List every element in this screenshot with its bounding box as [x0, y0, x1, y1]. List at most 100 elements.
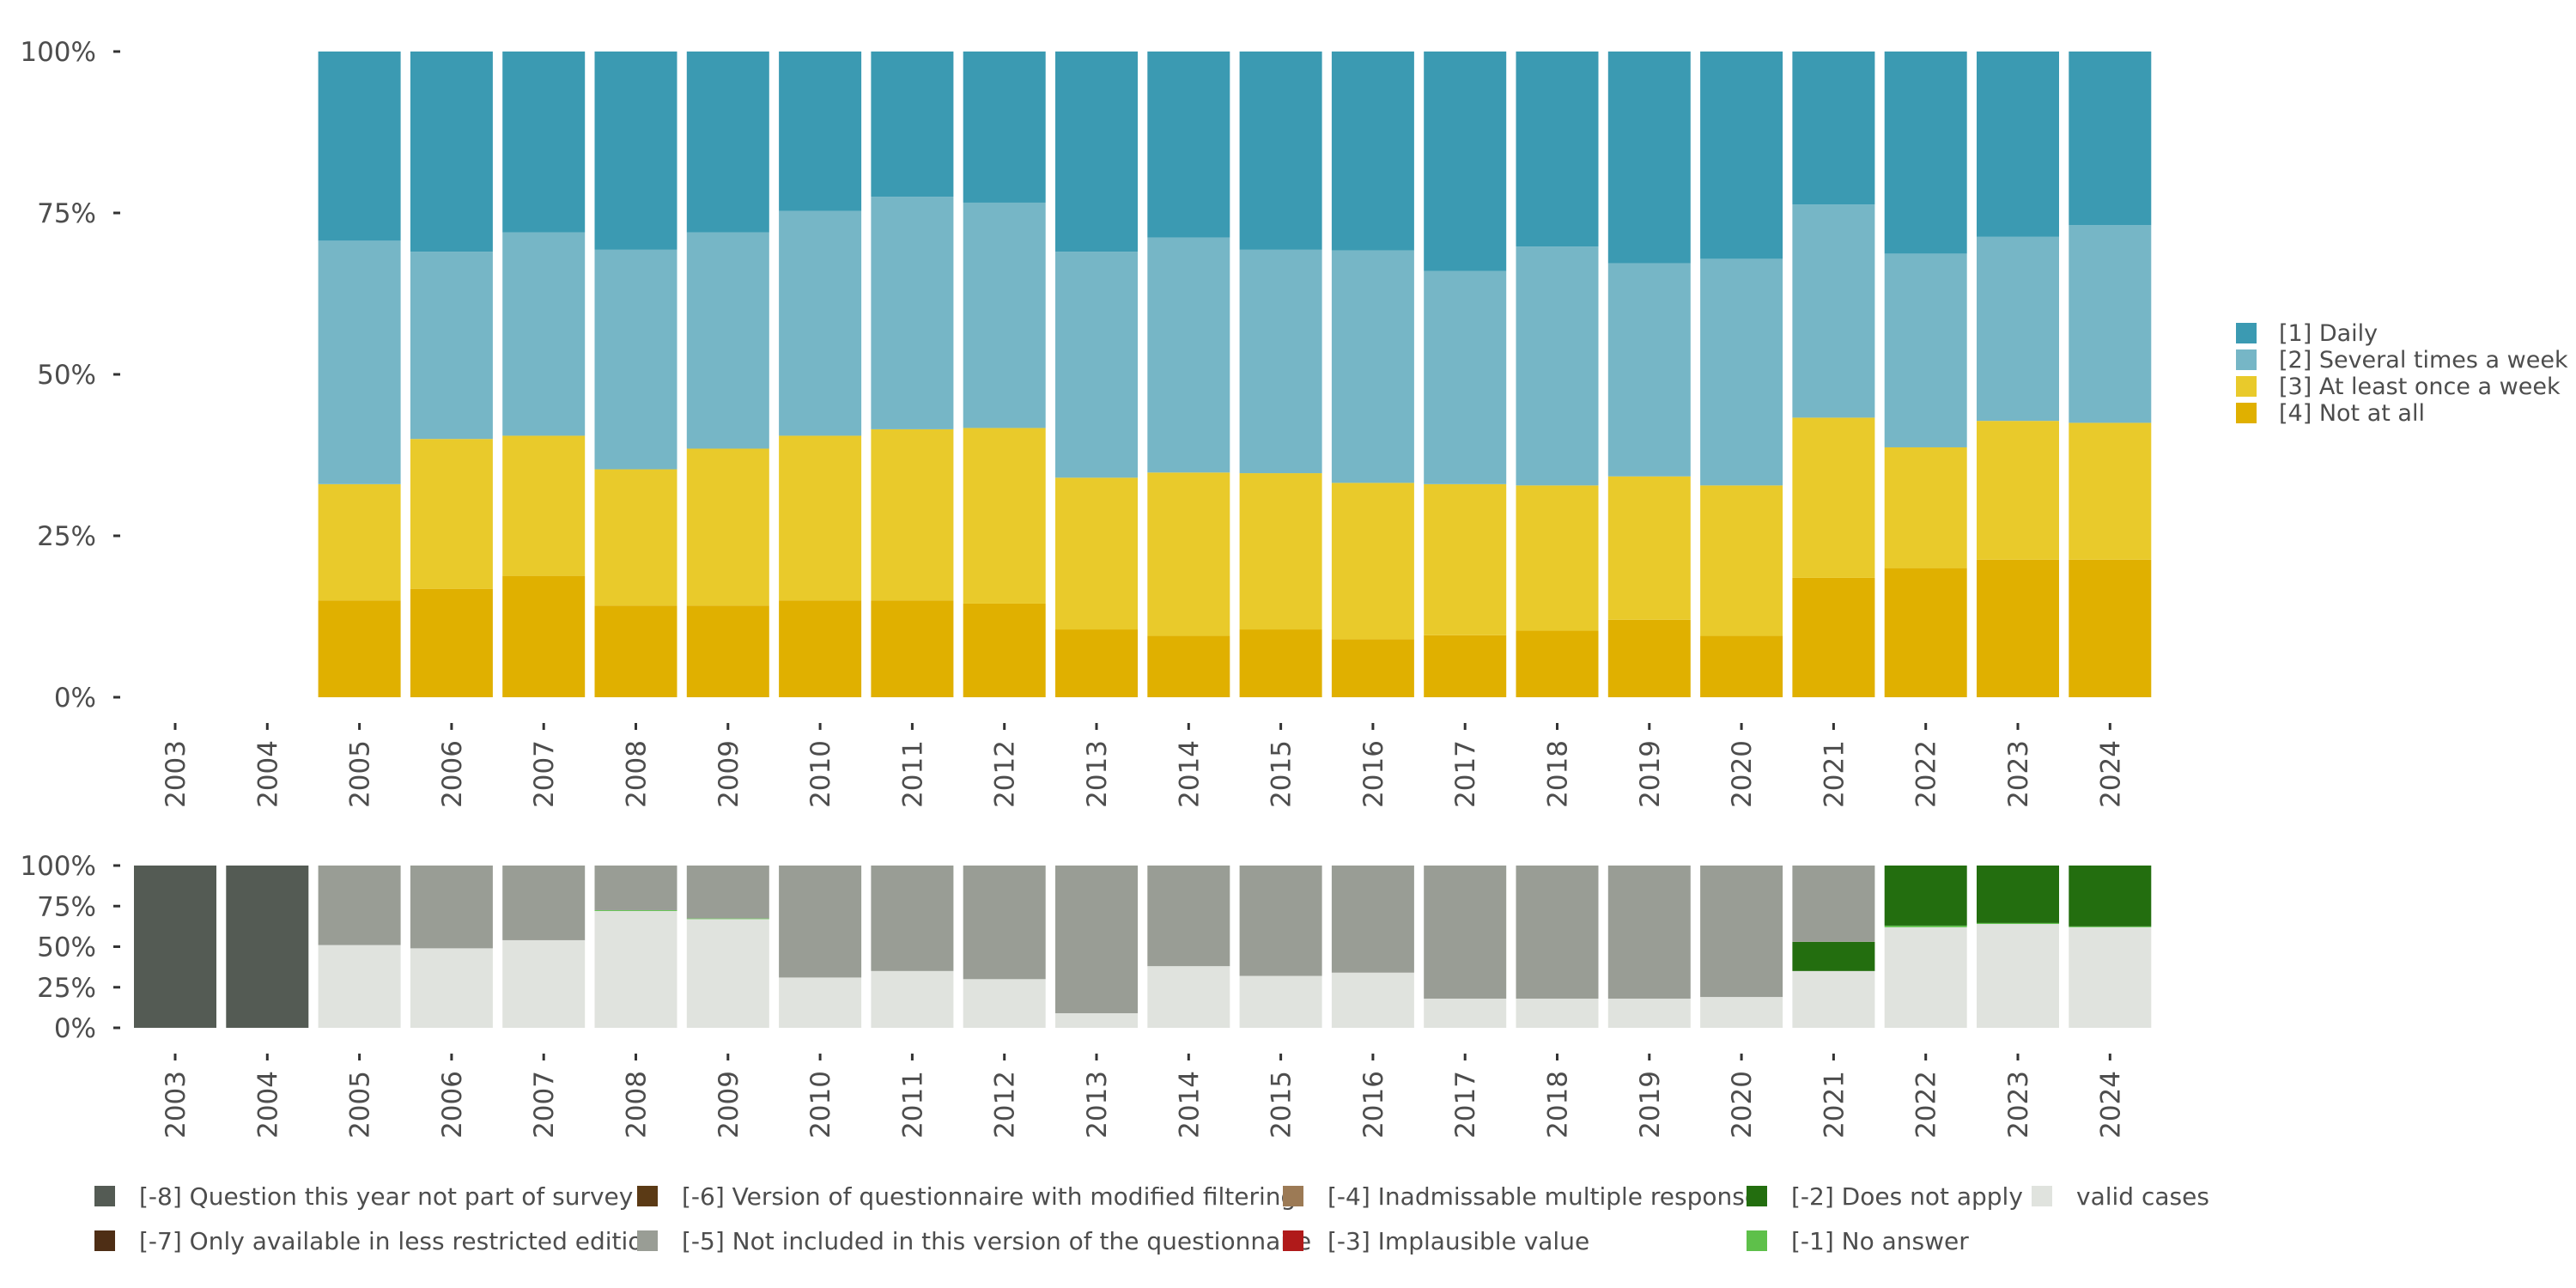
bar-5-not-included-in-this-version-of-the-questionnaire-2019 [1607, 866, 1691, 999]
x-tick-label-2019: 2019 [1635, 740, 1666, 808]
bar-2-several-times-a-week-2019 [1607, 263, 1691, 477]
bar-1-no-answer-2008 [594, 909, 677, 911]
y-tick-label: 0% [54, 683, 96, 714]
bar-3-at-least-once-a-week-2009 [686, 448, 769, 606]
x-tick-label-2024: 2024 [2095, 1071, 2126, 1139]
bar-valid-cases-2018 [1516, 998, 1599, 1028]
bar-1-daily-2009 [686, 52, 769, 233]
x-tick-label-2004: 2004 [252, 740, 283, 808]
x-tick-label-2020: 2020 [1727, 740, 1758, 808]
bar-4-not-at-all-2016 [1331, 639, 1414, 697]
bar-2-does-not-apply-2023 [1977, 866, 2059, 923]
bar-5-not-included-in-this-version-of-the-questionnaire-2007 [502, 866, 586, 940]
bar-4-not-at-all-2008 [594, 605, 677, 697]
bar-2-several-times-a-week-2008 [594, 249, 677, 470]
bar-5-not-included-in-this-version-of-the-questionnaire-2006 [410, 866, 493, 949]
bar-5-not-included-in-this-version-of-the-questionnaire-2013 [1055, 866, 1138, 1013]
bar-valid-cases-2023 [1977, 924, 2059, 1028]
bar-3-at-least-once-a-week-2014 [1147, 472, 1230, 636]
bar-1-daily-2012 [963, 52, 1046, 203]
bar-5-not-included-in-this-version-of-the-questionnaire-2012 [963, 866, 1046, 980]
legend-swatch-valid-cases [2032, 1186, 2052, 1206]
bar-3-at-least-once-a-week-2016 [1331, 483, 1414, 640]
bar-4-not-at-all-2019 [1607, 619, 1691, 697]
bar-4-not-at-all-2021 [1792, 577, 1875, 697]
bar-4-not-at-all-2017 [1424, 635, 1507, 697]
bar-3-at-least-once-a-week-2008 [594, 469, 677, 606]
x-tick-label-2007: 2007 [529, 1071, 560, 1139]
legend-label-5-not-included-in-this-version-of-the-questionnaire: [-5] Not included in this version of the… [682, 1227, 1311, 1255]
legend-swatch-4-not-at-all [2236, 403, 2257, 423]
bar-4-not-at-all-2024 [2069, 559, 2152, 697]
bar-valid-cases-2019 [1607, 998, 1691, 1028]
bar-1-daily-2013 [1055, 52, 1138, 252]
bar-3-at-least-once-a-week-2023 [1977, 421, 2059, 560]
legend-swatch-2-several-times-a-week [2236, 349, 2257, 370]
bar-2-several-times-a-week-2021 [1792, 204, 1875, 418]
bar-5-not-included-in-this-version-of-the-questionnaire-2011 [871, 866, 954, 971]
bar-3-at-least-once-a-week-2012 [963, 428, 1046, 604]
bar-valid-cases-2009 [686, 919, 769, 1028]
legend-label-3-implausible-value: [-3] Implausible value [1327, 1227, 1589, 1255]
bar-4-not-at-all-2015 [1239, 629, 1322, 697]
bar-2-several-times-a-week-2013 [1055, 252, 1138, 478]
bar-1-daily-2011 [871, 52, 954, 197]
bar-2-several-times-a-week-2014 [1147, 237, 1230, 473]
bar-5-not-included-in-this-version-of-the-questionnaire-2009 [686, 866, 769, 919]
legend-label-1-daily: [1] Daily [2279, 320, 2378, 347]
bar-1-daily-2010 [779, 52, 862, 211]
bar-1-daily-2024 [2069, 52, 2152, 226]
legend-label-1-no-answer: [-1] No answer [1791, 1227, 1969, 1255]
chart-panel-missing: 0% 25% 50% 75% 100% 2003 2004 2005 2006 2007 2008 2… [20, 851, 2209, 1255]
bar-1-no-answer-2022 [1884, 925, 1967, 927]
x-tick-label-2017: 2017 [1450, 740, 1481, 808]
legend-label-2-several-times-a-week: [2] Several times a week [2279, 347, 2568, 374]
bar-1-daily-2018 [1516, 52, 1599, 247]
bar-4-not-at-all-2018 [1516, 630, 1599, 697]
y-tick-label: 25% [37, 973, 96, 1004]
x-tick-label-2024: 2024 [2095, 740, 2126, 808]
bar-3-at-least-once-a-week-2015 [1239, 473, 1322, 630]
bar-valid-cases-2007 [502, 939, 586, 1028]
bar-5-not-included-in-this-version-of-the-questionnaire-2008 [594, 866, 677, 910]
x-tick-label-2003: 2003 [161, 1071, 191, 1139]
x-tick-label-2013: 2013 [1082, 1071, 1113, 1139]
legend-swatch-7-only-available-in-less-restricted-edition [94, 1230, 115, 1251]
x-tick-label-2018: 2018 [1543, 740, 1574, 808]
bar-valid-cases-2005 [318, 945, 401, 1028]
y-tick-label: 100% [20, 851, 96, 882]
legend-main: [1] Daily[2] Several times a week[3] At … [2236, 320, 2568, 427]
y-tick-label: 50% [37, 933, 96, 963]
bar-2-several-times-a-week-2006 [410, 252, 493, 440]
x-tick-label-2022: 2022 [1911, 1071, 1942, 1139]
x-tick-label-2005: 2005 [345, 1071, 376, 1139]
bar-1-daily-2023 [1977, 52, 2059, 237]
bar-1-daily-2016 [1331, 52, 1414, 251]
legend-swatch-6-version-of-questionnaire-with-modified-filtering [637, 1186, 658, 1206]
bar-2-several-times-a-week-2012 [963, 202, 1046, 428]
bar-2-does-not-apply-2022 [1884, 866, 1967, 926]
bar-4-not-at-all-2009 [686, 605, 769, 697]
x-tick-label-2021: 2021 [1819, 740, 1850, 808]
bar-3-at-least-once-a-week-2021 [1792, 417, 1875, 578]
bar-valid-cases-2015 [1239, 975, 1322, 1028]
bar-3-at-least-once-a-week-2005 [318, 483, 401, 601]
bar-3-at-least-once-a-week-2010 [779, 435, 862, 601]
bar-valid-cases-2006 [410, 948, 493, 1028]
x-tick-label-2016: 2016 [1358, 1071, 1389, 1139]
x-tick-label-2023: 2023 [2003, 740, 2034, 808]
x-tick-label-2005: 2005 [345, 740, 376, 808]
bar-5-not-included-in-this-version-of-the-questionnaire-2021 [1792, 866, 1875, 942]
x-tick-label-2012: 2012 [990, 1071, 1021, 1139]
legend-swatch-5-not-included-in-this-version-of-the-questionnaire [637, 1230, 658, 1251]
bar-4-not-at-all-2013 [1055, 629, 1138, 697]
bar-2-does-not-apply-2024 [2069, 866, 2152, 927]
bar-4-not-at-all-2014 [1147, 635, 1230, 697]
legend-swatch-1-daily [2236, 323, 2257, 343]
x-tick-label-2022: 2022 [1911, 740, 1942, 808]
y-tick-label: 100% [20, 37, 96, 68]
bar-1-daily-2019 [1607, 52, 1691, 264]
x-tick-label-2006: 2006 [437, 1071, 468, 1139]
bar-2-several-times-a-week-2011 [871, 197, 954, 429]
bar-1-daily-2017 [1424, 52, 1507, 271]
